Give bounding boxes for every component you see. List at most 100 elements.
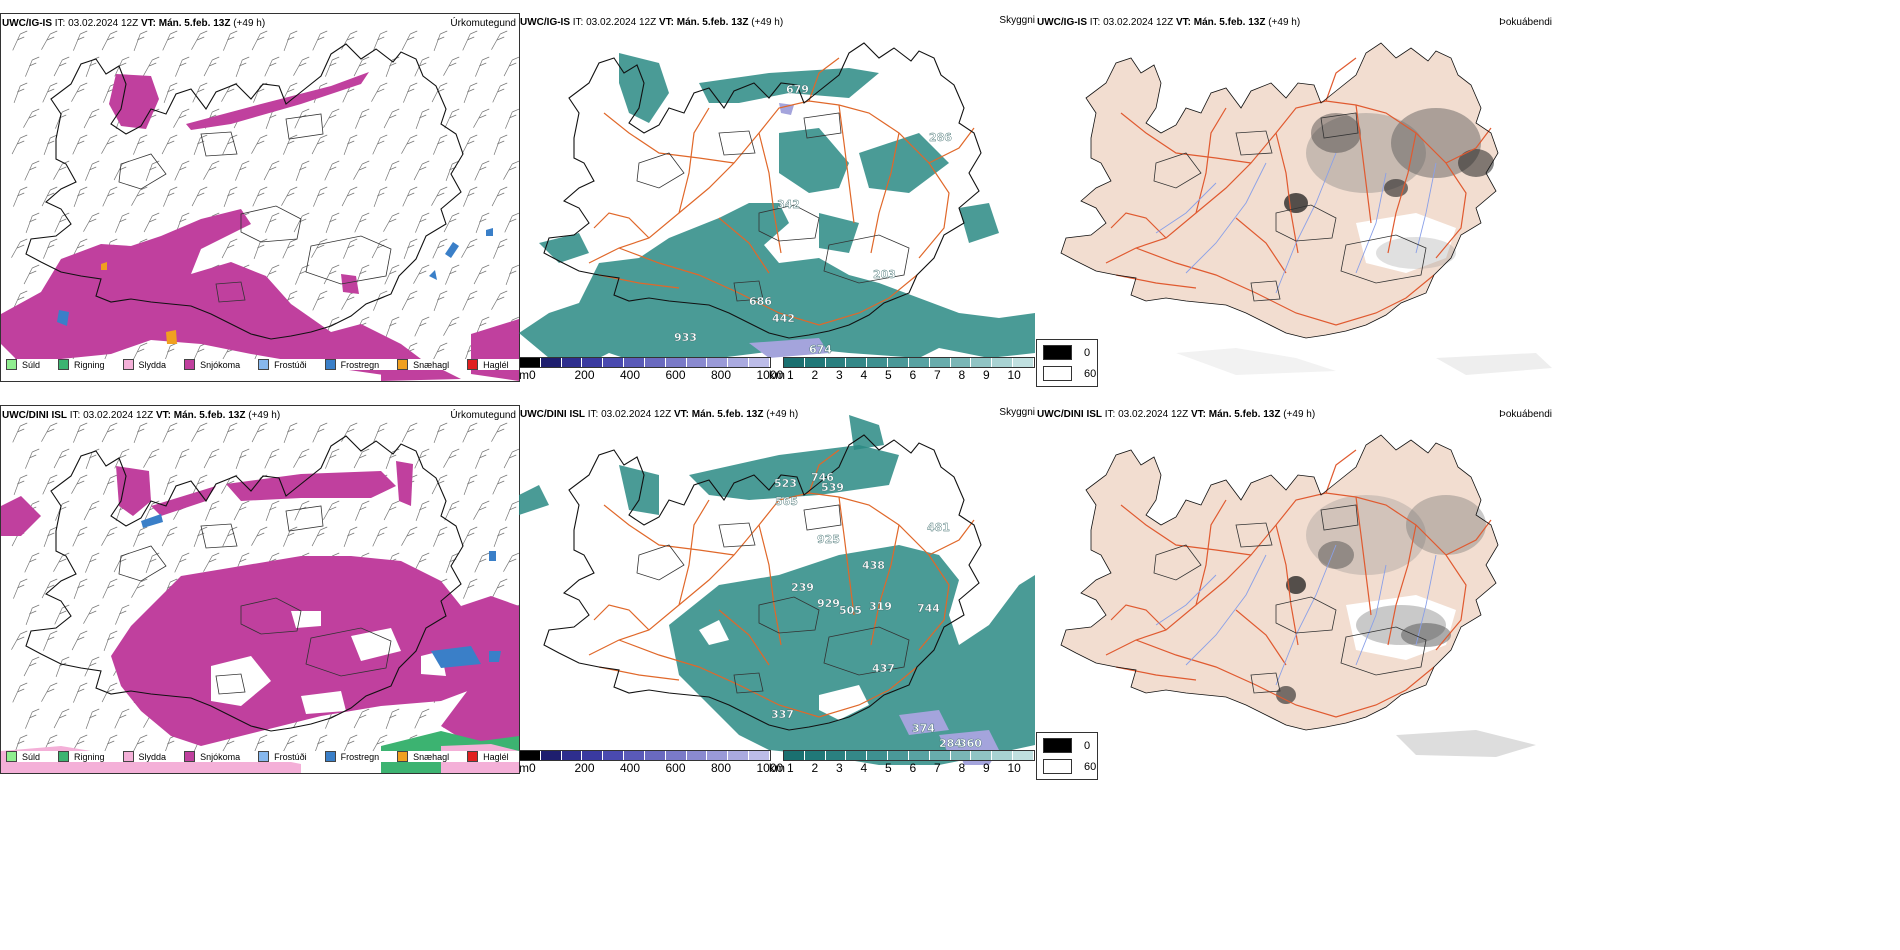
panel-variable-label: Skyggni xyxy=(999,15,1035,26)
road xyxy=(1445,519,1492,556)
glacier-outline xyxy=(285,113,324,140)
visibility-panel-dini: 523 746 539 565 925 481 438 239 929 505 319 744 437 3… xyxy=(519,405,1035,773)
wind-barb xyxy=(403,238,418,260)
wind-barb xyxy=(433,290,448,312)
wind-barb xyxy=(355,108,370,129)
road xyxy=(1355,496,1372,616)
wind-barb xyxy=(343,526,358,548)
wind-barb xyxy=(475,56,490,77)
glacier-outline xyxy=(285,505,324,532)
fog-swatch-low xyxy=(1043,738,1072,753)
legend-swatch xyxy=(397,359,409,370)
wind-barb xyxy=(71,630,88,651)
colorbar-tick: 0 xyxy=(529,368,536,382)
road xyxy=(1120,112,1252,164)
wind-barb xyxy=(173,108,190,128)
wind-barb xyxy=(53,552,70,572)
glacier-outline xyxy=(758,596,820,634)
visibility-value-label: 679 xyxy=(786,83,809,96)
wind-barb xyxy=(83,604,100,624)
glacier-outline xyxy=(1235,522,1273,548)
wind-barb xyxy=(415,108,430,130)
legend-swatch xyxy=(58,359,70,370)
precip-legend-item: Slydda xyxy=(122,751,166,762)
glacier-outline xyxy=(758,204,820,242)
wind-barb xyxy=(414,708,430,729)
wind-barb xyxy=(41,578,58,599)
wind-barb xyxy=(133,134,148,155)
legend-swatch xyxy=(58,751,70,762)
wind-barb xyxy=(24,552,40,573)
fog-map-igis xyxy=(1060,42,1552,375)
visibility-value-label: 925 xyxy=(817,533,840,546)
iceland-land xyxy=(1061,43,1498,338)
road xyxy=(1110,212,1167,239)
panel-variable-label: Skyggni xyxy=(999,407,1035,418)
wind-barb xyxy=(443,448,460,468)
wind-barb xyxy=(114,448,130,469)
colorbar-meters xyxy=(519,357,771,368)
visibility-value-label: 565 xyxy=(775,495,798,508)
wind-barb xyxy=(491,30,508,50)
wind-barb xyxy=(101,30,118,51)
river-network xyxy=(1155,544,1437,686)
legend-label: Haglél xyxy=(483,751,509,762)
wind-barb xyxy=(353,708,370,729)
wind-barb xyxy=(85,708,100,730)
river xyxy=(1275,152,1337,294)
wind-barb xyxy=(462,290,478,311)
wind-barb xyxy=(25,212,40,234)
wind-barb xyxy=(443,56,460,76)
wind-barb xyxy=(343,134,358,156)
low-visibility-areas xyxy=(519,415,1035,765)
wind-barb xyxy=(503,160,519,180)
colorbar-tick: 5 xyxy=(885,761,892,775)
wind-barb xyxy=(11,134,28,155)
wind-barb xyxy=(54,604,70,625)
wind-barb xyxy=(341,186,358,207)
wind-barb xyxy=(493,526,508,548)
glacier-outline xyxy=(305,235,392,285)
road xyxy=(838,496,855,616)
wind-barb xyxy=(355,264,370,286)
wind-barb xyxy=(43,526,58,548)
wind-barb xyxy=(371,82,388,102)
glacier-outline xyxy=(718,522,756,548)
wind-barb xyxy=(353,160,370,180)
road xyxy=(598,666,680,681)
wind-barb xyxy=(385,56,400,78)
wind-barb xyxy=(25,604,40,626)
wind-barb xyxy=(55,656,70,678)
wind-barbs xyxy=(11,30,519,364)
wind-barb xyxy=(461,238,478,258)
wind-barb xyxy=(163,186,178,207)
wind-barb xyxy=(221,82,238,102)
wind-barb xyxy=(462,422,478,443)
legend-label: Súld xyxy=(22,359,41,370)
wind-barb xyxy=(325,212,340,234)
wind-barb xyxy=(222,134,238,155)
visibility-value-label: 286 xyxy=(929,131,952,144)
wind-barb xyxy=(191,186,208,207)
road xyxy=(1195,107,1227,214)
wind-barb xyxy=(403,82,418,103)
colorbar-tick: 200 xyxy=(574,761,595,775)
road xyxy=(1110,604,1167,631)
wind-barb xyxy=(383,212,400,232)
river xyxy=(1275,544,1337,686)
wind-barb xyxy=(73,186,88,208)
glacier-outline xyxy=(215,673,246,695)
wind-barb xyxy=(145,552,160,574)
colorbar-tick: 9 xyxy=(983,761,990,775)
wind-barb xyxy=(71,82,88,102)
panel-variable-label: Úrkomutegund xyxy=(450,410,516,421)
colorbar-tick: 2 xyxy=(811,368,819,382)
wind-barb xyxy=(431,186,448,206)
colorbar-tick: 600 xyxy=(665,761,686,775)
visibility-value-label: 374 xyxy=(912,722,935,735)
colorbar-tick: 4 xyxy=(860,761,868,775)
wind-barb xyxy=(373,186,388,208)
visibility-panel-igis: 679 342 286 203 686 442 933 674 UWC/IG-IS IT: 0… xyxy=(519,13,1035,381)
glacier-outline xyxy=(118,545,167,582)
wind-barb xyxy=(162,422,178,443)
